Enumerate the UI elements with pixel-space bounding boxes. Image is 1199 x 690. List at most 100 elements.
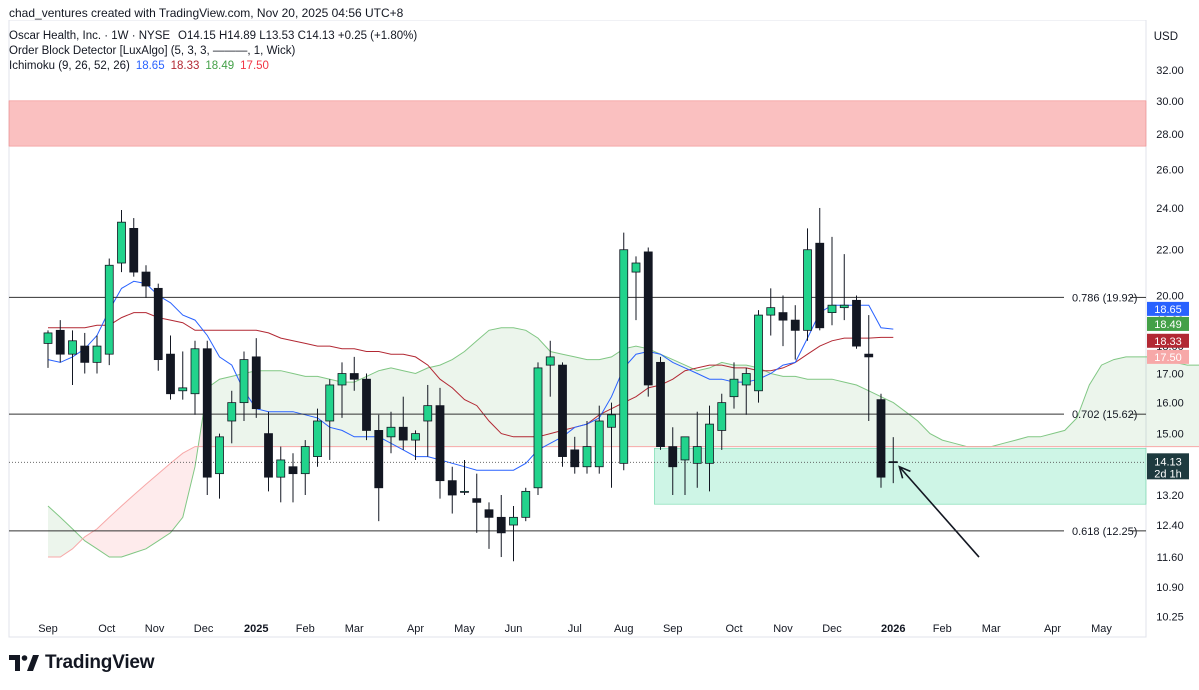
legend-order-block[interactable]: Order Block Detector [LuxAlgo] (5, 3, 3,… xyxy=(9,45,295,57)
candle-bull xyxy=(423,405,433,422)
price-label: 18.65 xyxy=(1154,304,1182,316)
cloud-segment xyxy=(109,506,122,558)
y-tick-label: 10.90 xyxy=(1156,582,1184,594)
candle-bull xyxy=(582,446,592,468)
cloud-segment xyxy=(1162,359,1175,447)
supply-zone xyxy=(8,100,1147,147)
cloud-segment xyxy=(133,484,146,553)
tradingview-logo[interactable]: TradingView xyxy=(9,652,155,674)
y-tick-label: 15.00 xyxy=(1156,429,1184,441)
candle-bear xyxy=(778,312,788,321)
y-tick-label: 22.00 xyxy=(1156,245,1184,257)
candle-bull xyxy=(43,332,53,344)
y-tick-label: 17.00 xyxy=(1156,369,1184,381)
candle-bear xyxy=(484,509,494,518)
candle-bear xyxy=(852,299,861,347)
candle-bull xyxy=(717,402,727,431)
candle-bear xyxy=(153,287,163,361)
cloud-segment xyxy=(819,379,832,447)
cloud-segment xyxy=(574,356,587,447)
last-price-label: 14.13 xyxy=(1154,456,1182,468)
candle-bear xyxy=(55,329,65,355)
candle-bear xyxy=(435,405,445,482)
candle-bull xyxy=(803,249,812,331)
candle-bear xyxy=(202,348,212,478)
cloud-segment xyxy=(942,440,955,447)
x-tick-label: Dec xyxy=(822,623,842,635)
candle-bear xyxy=(447,480,457,496)
candle-bull xyxy=(754,314,763,392)
candle-bear xyxy=(643,251,653,386)
candle-bear xyxy=(864,353,874,358)
price-label-bg xyxy=(1147,349,1189,364)
candle-bear xyxy=(166,353,175,395)
candle-bear xyxy=(251,356,261,410)
x-tick-label: Nov xyxy=(145,623,165,635)
legend-symbol: Oscar Health, Inc. · 1W · NYSE O14.15 H14… xyxy=(9,30,417,42)
candle-bull xyxy=(619,249,629,464)
candle-bull xyxy=(239,359,249,404)
candle-bull xyxy=(300,446,310,475)
x-tick-label: Oct xyxy=(725,623,742,635)
y-tick-label: 32.00 xyxy=(1156,65,1184,77)
cloud-segment xyxy=(1175,362,1188,447)
candle-bear xyxy=(264,433,273,478)
legend-span-b-value: 17.50 xyxy=(240,60,269,72)
candle-bull xyxy=(631,262,641,273)
candle-bull xyxy=(104,264,114,355)
candle-bear xyxy=(472,498,482,503)
candle-bear xyxy=(790,319,800,331)
candle-bear xyxy=(496,516,506,534)
x-tick-label: Feb xyxy=(933,623,952,635)
cloud-segment xyxy=(293,373,306,447)
y-tick-label: 30.00 xyxy=(1156,96,1184,108)
candle-bull xyxy=(594,420,604,468)
y-tick-label: 16.00 xyxy=(1156,398,1184,410)
candle-bull xyxy=(386,426,396,438)
price-chart: 0.786 (19.92)0.702 (15.62)0.618 (12.25) … xyxy=(8,19,1199,638)
x-tick-label: Aug xyxy=(614,623,634,635)
x-tick-label: Apr xyxy=(1044,623,1061,635)
legend-ohlc: O14.15 H14.89 L13.53 C14.13 +0.25 (+1.80… xyxy=(178,30,417,42)
cloud-segment xyxy=(97,517,110,558)
candle-bull xyxy=(692,446,702,464)
cloud-segment xyxy=(1064,417,1077,447)
x-tick-label: Sep xyxy=(663,623,683,635)
candle-bull xyxy=(729,378,739,398)
currency-label[interactable]: USD xyxy=(1154,31,1178,43)
y-tick-label: 26.00 xyxy=(1156,165,1184,177)
candle-bull xyxy=(68,340,77,355)
cloud-segment xyxy=(832,379,845,447)
legend-span-a-value: 18.49 xyxy=(205,60,234,72)
cloud-segment xyxy=(452,351,465,447)
cloud-segment xyxy=(1138,356,1151,447)
tradingview-brand: TradingView xyxy=(45,652,155,673)
cloud-segment xyxy=(513,327,526,447)
candle-bull xyxy=(337,373,347,386)
y-tick-label: 11.60 xyxy=(1157,552,1184,564)
cloud-segment xyxy=(917,420,930,447)
attribution-text: chad_ventures created with TradingView.c… xyxy=(9,6,404,20)
candle-bull xyxy=(680,436,690,461)
candle-bull xyxy=(325,384,335,422)
legend-ichimoku[interactable]: Ichimoku (9, 26, 52, 26) 18.65 18.33 18.49 1… xyxy=(9,60,269,72)
x-tick-label: Jul xyxy=(568,623,582,635)
chart-area[interactable]: 0.786 (19.92) 0.702 (15.62) 0.618 (12.25) … xyxy=(0,19,1199,640)
cloud-segment xyxy=(464,340,477,447)
x-tick-label: Mar xyxy=(345,623,364,635)
cloud-segment xyxy=(182,446,195,518)
candle-bear xyxy=(888,461,898,464)
cloud-segment xyxy=(1113,356,1126,447)
candle-bull xyxy=(190,348,200,395)
candle-bear xyxy=(876,399,886,478)
candle-bull xyxy=(313,420,322,457)
cloud-segment xyxy=(280,370,293,447)
x-tick-label: Nov xyxy=(773,623,793,635)
cloud-segment xyxy=(1126,356,1139,447)
cloud-segment xyxy=(1028,436,1041,447)
cloud-segment xyxy=(783,376,796,447)
candle-bull xyxy=(117,221,126,264)
candle-bear xyxy=(362,378,371,431)
x-tick-label: Oct xyxy=(98,623,115,635)
fib-level-label: 0.702 (15.62) xyxy=(1072,409,1137,421)
